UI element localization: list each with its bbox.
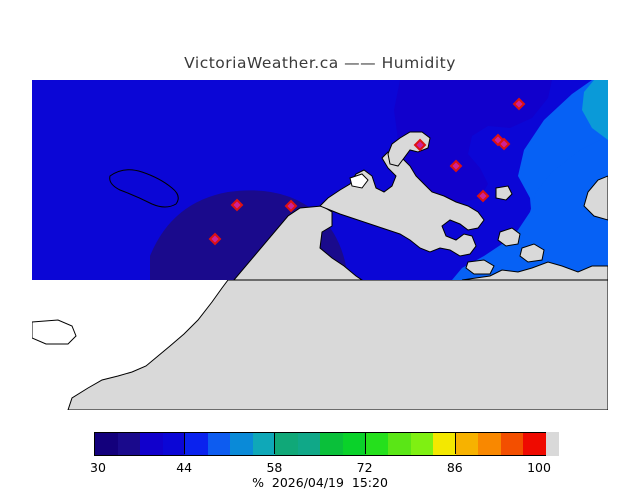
contour-band-very-low-ne	[394, 80, 552, 204]
lake-outline-west	[109, 169, 179, 208]
colorbar-panel: 30 44 58 72 86 100 % 2026/04/19 15:20	[0, 428, 640, 490]
colorbar-tick-86	[454, 432, 456, 454]
colorbar-label-72: 72	[356, 460, 373, 475]
colorbar-swatch-2	[140, 433, 163, 455]
land-islet-east-1	[497, 227, 521, 247]
station-marker[interactable]	[497, 137, 511, 151]
land-islet-east-3	[465, 259, 495, 275]
weather-map-page: VictoriaWeather.ca —— Humidity	[0, 54, 640, 490]
station-marker[interactable]	[413, 138, 427, 152]
land-islet-east-2	[519, 243, 545, 263]
land-mass-main	[67, 280, 608, 410]
colorbar-swatch-7	[252, 433, 276, 455]
land-islet-northeast	[495, 185, 513, 201]
station-marker[interactable]	[512, 97, 526, 111]
lake-outline-foreground	[32, 319, 77, 345]
colorbar-label-100: 100	[527, 460, 551, 475]
colorbar-swatch-18	[500, 433, 524, 455]
station-marker[interactable]	[230, 198, 244, 212]
colorbar-tick-72	[364, 432, 366, 454]
inlet-white-1	[349, 173, 369, 189]
colorbar-swatch-5	[207, 433, 231, 455]
colorbar-swatch-6	[230, 433, 253, 455]
colorbar-overflow-swatch	[546, 432, 559, 456]
colorbar-swatch-13	[388, 433, 411, 455]
colorbar-swatch-10	[320, 433, 344, 455]
land-mass-east-edge	[583, 175, 608, 221]
station-markers[interactable]	[208, 97, 526, 246]
colorbar-swatch-3	[162, 433, 186, 455]
colorbar-label-58: 58	[266, 460, 283, 475]
colorbar-swatch-1	[117, 433, 141, 455]
humidity-map-plot[interactable]	[32, 80, 608, 280]
page-title: VictoriaWeather.ca —— Humidity	[184, 54, 456, 72]
station-marker[interactable]	[449, 159, 463, 173]
colorbar-tick-labels: 30 44 58 72 86 100	[0, 461, 640, 477]
station-marker[interactable]	[284, 199, 298, 213]
colorbar-label-86: 86	[446, 460, 463, 475]
colorbar[interactable]	[94, 432, 547, 456]
colorbar-swatch-0	[95, 433, 118, 455]
colorbar-ticks	[94, 432, 545, 464]
colorbar-swatch-4	[185, 433, 208, 455]
station-marker[interactable]	[208, 232, 222, 246]
land-mass-foreground	[32, 280, 608, 410]
colorbar-swatch-8	[275, 433, 298, 455]
colorbar-tick-58	[274, 432, 276, 454]
colorbar-label-44: 44	[176, 460, 193, 475]
contour-band-moderate-low-2	[452, 136, 608, 280]
colorbar-swatch-9	[297, 433, 321, 455]
colorbar-swatch-12	[365, 433, 389, 455]
colorbar-caption: % 2026/04/19 15:20	[252, 475, 388, 490]
colorbar-swatch-16	[455, 433, 479, 455]
land-mass-south	[461, 261, 608, 280]
colorbar-tick-44	[184, 432, 186, 454]
humidity-contour-field	[32, 80, 608, 280]
colorbar-swatch-17	[478, 433, 501, 455]
colorbar-swatch-15	[433, 433, 456, 455]
station-marker[interactable]	[476, 189, 490, 203]
land-mass-southwest	[233, 205, 363, 280]
contour-band-moderate	[582, 80, 608, 140]
colorbar-swatch-19	[523, 433, 546, 455]
colorbar-label-30: 30	[90, 460, 106, 475]
colorbar-swatch-14	[410, 433, 434, 455]
colorbar-swatch-11	[343, 433, 366, 455]
